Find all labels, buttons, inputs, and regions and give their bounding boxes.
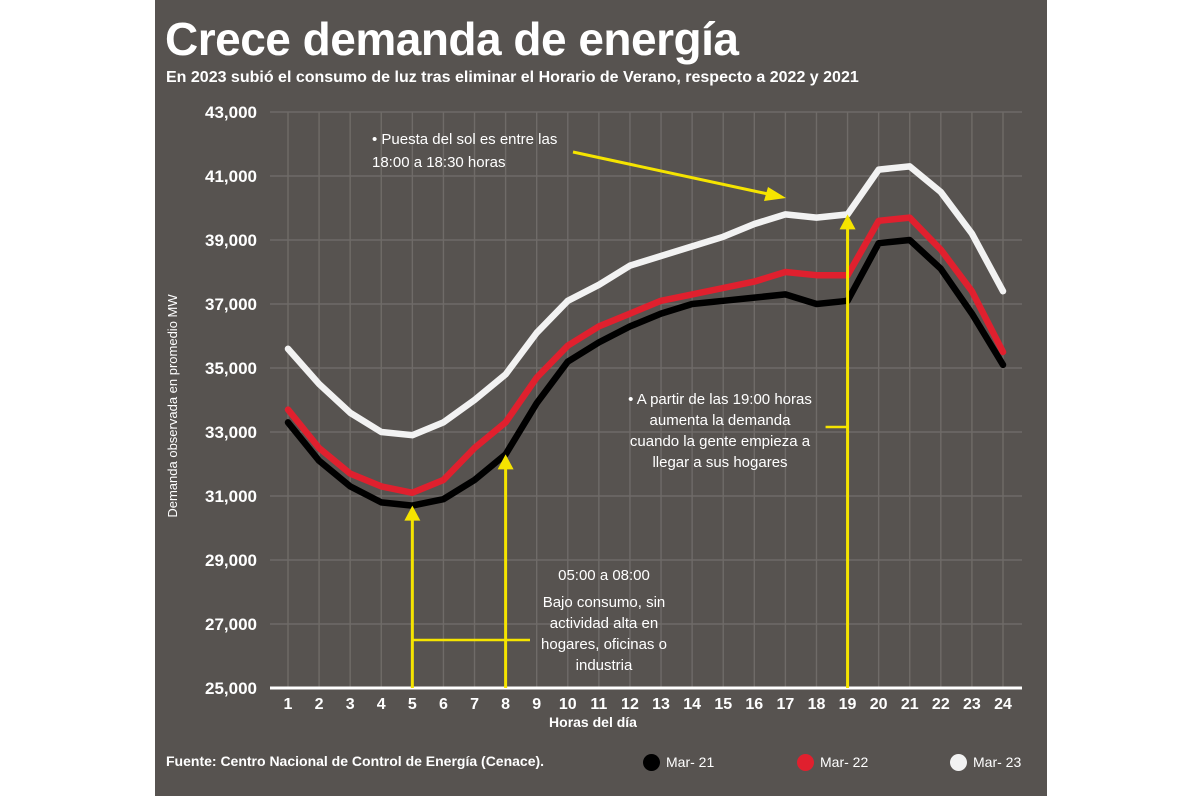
series-line-mar23 [284,163,1007,439]
arrow-hour-5-head [404,505,421,521]
x-tick-label: 10 [559,696,577,713]
annotation-evening: cuando la gente empieza a [630,433,811,450]
x-tick-label: 14 [683,696,701,713]
x-tick-label: 7 [470,696,479,713]
arrow-sunset-shaft [572,150,769,196]
y-tick-label: 41,000 [205,167,257,186]
y-tick-label: 39,000 [205,231,257,250]
legend-marker-mar22 [797,753,814,771]
legend-label-mar23: Mar- 23 [973,754,1022,770]
y-tick-label: 25,000 [205,679,257,698]
annotation-morning: industria [576,657,633,674]
x-tick-label: 3 [346,696,355,713]
x-tick-label: 4 [377,696,386,713]
x-tick-label: 15 [714,696,732,713]
x-tick-label: 8 [501,696,510,713]
chart-title: Crece demanda de energía [165,13,739,65]
y-tick-label: 37,000 [205,295,257,314]
annotation-evening: aumenta la demanda [650,412,792,429]
y-tick-label: 31,000 [205,487,257,506]
annotation-arrows [404,150,856,688]
x-axis-label: Horas del día [549,714,637,730]
legend-item-mar23: Mar- 23 [950,752,1021,772]
annotation-morning: hogares, oficinas o [541,636,667,653]
y-axis-label: Demanda observada en promedio MW [165,294,180,518]
x-tick-label: 6 [439,696,448,713]
arrow-sunset-head [764,187,786,201]
series-line-mar21 [284,236,1007,509]
chart-panel [155,0,1047,796]
x-tick-label: 23 [963,696,981,713]
x-tick-label: 19 [839,696,857,713]
annotation-sunset: 18:00 a 18:30 horas [372,154,505,171]
x-tick-label: 18 [808,696,826,713]
x-tick-label: 5 [408,696,417,713]
grid-lines [270,111,1022,690]
legend-marker-mar21 [643,753,660,771]
x-tick-label: 9 [532,696,541,713]
y-tick-label: 35,000 [205,359,257,378]
y-tick-labels: 25,000 27,000 29,000 31,000 33,000 35,000 37,0… [205,103,257,698]
x-tick-label: 16 [745,696,763,713]
series-lines [284,163,1007,509]
y-tick-label: 43,000 [205,103,257,122]
source-note: Fuente: Centro Nacional de Control de En… [166,753,545,769]
y-tick-label: 29,000 [205,551,257,570]
annotation-morning: actividad alta en [550,615,658,632]
annotation-morning: Bajo consumo, sin [543,594,666,611]
x-tick-label: 17 [776,696,794,713]
arrow-hour-8-head [497,454,514,470]
annotations: • Puesta del sol es entre las 18:00 a 18:… [372,131,812,674]
series-line-mar22 [284,214,1007,497]
arrow-hour-19-head [839,214,856,230]
legend-label-mar21: Mar- 21 [666,754,715,770]
y-tick-label: 33,000 [205,423,257,442]
x-tick-label: 13 [652,696,670,713]
x-tick-label: 24 [994,696,1012,713]
legend-label-mar22: Mar- 22 [820,754,869,770]
legend-item-mar22: Mar- 22 [797,752,868,772]
x-tick-label: 11 [590,696,607,713]
annotation-sunset: • Puesta del sol es entre las [372,131,557,148]
x-tick-label: 22 [932,696,950,713]
legend-marker-mar23 [950,753,967,771]
chart-subtitle: En 2023 subió el consumo de luz tras eli… [166,69,859,86]
x-tick-label: 21 [901,696,919,713]
x-tick-label: 2 [315,696,324,713]
x-tick-labels: 1 2 3 4 5 6 7 8 9 10 11 12 13 14 15 16 17 18 19 20 21 22 23 24 [284,696,1012,713]
y-tick-label: 27,000 [205,615,257,634]
legend-item-mar21: Mar- 21 [643,752,714,772]
x-tick-label: 20 [870,696,888,713]
annotation-morning-range: 05:00 a 08:00 [558,567,650,584]
annotation-evening: llegar a sus hogares [652,454,787,471]
x-tick-label: 1 [284,696,293,713]
annotation-evening: • A partir de las 19:00 horas [628,391,812,408]
x-tick-label: 12 [621,696,639,713]
